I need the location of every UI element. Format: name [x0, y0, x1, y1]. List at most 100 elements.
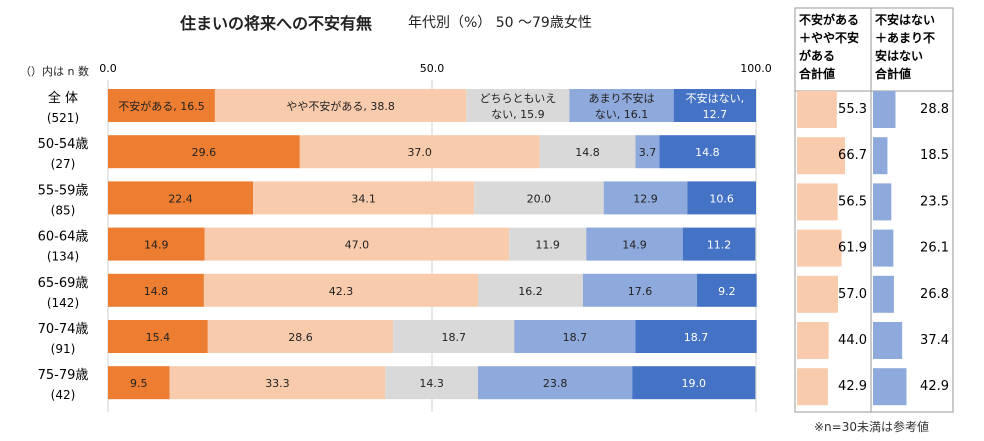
summary-value: 55.3	[838, 102, 867, 117]
bar-segment	[635, 320, 757, 353]
bar-segment	[108, 181, 254, 215]
data-label: 14.8	[144, 285, 169, 298]
data-label: 15.4	[146, 331, 171, 344]
data-label: 28.6	[288, 331, 313, 344]
category-n-label: (134)	[47, 250, 79, 264]
bar-segment	[385, 366, 479, 400]
bar-segment	[108, 135, 300, 169]
bar-segment	[514, 320, 636, 353]
summary-bar	[797, 275, 839, 313]
summary-header-text: 不安がある	[799, 12, 859, 27]
summary-value: 42.9	[920, 379, 949, 394]
bar-segment	[659, 135, 756, 169]
summary-bar	[797, 322, 829, 359]
footnote: ※n=30未満は参考値	[814, 420, 929, 434]
category-label: 70-74歳	[38, 322, 89, 337]
category-label: 60-64歳	[38, 230, 89, 245]
data-label: 14.9	[622, 239, 647, 252]
bar-segment	[203, 273, 479, 307]
bar-segment	[393, 320, 515, 353]
data-label: 22.4	[168, 192, 193, 205]
category-label: 55-59歳	[38, 183, 89, 198]
page-title: 住まいの将来への不安有無	[180, 14, 373, 33]
summary-header-text: ＋あまり不	[875, 31, 935, 45]
bar-segment	[586, 227, 683, 261]
data-label: 18.7	[441, 331, 466, 344]
category-n-label: (142)	[47, 296, 79, 310]
data-label: 19.0	[682, 377, 707, 390]
data-label: 18.7	[684, 331, 709, 344]
summary-bar	[797, 229, 842, 267]
data-label: 47.0	[345, 239, 370, 252]
summary-header-text: 不安はない	[875, 12, 935, 27]
summary-value: 18.5	[920, 148, 949, 163]
bar-segment	[108, 366, 170, 400]
summary-bar	[797, 368, 828, 406]
category-n-label: (521)	[47, 111, 79, 125]
x-tick-label: 100.0	[740, 62, 772, 75]
category-label: 75-79歳	[38, 368, 89, 383]
summary-bar	[797, 183, 838, 221]
summary-value: 28.8	[920, 102, 949, 117]
bar-segment	[108, 320, 208, 353]
summary-bar	[873, 229, 894, 267]
bar-segment	[214, 89, 467, 122]
data-label: 11.2	[707, 239, 732, 252]
data-label: 23.8	[543, 377, 568, 390]
summary-value: 61.9	[838, 241, 867, 256]
bar-segment	[108, 227, 205, 261]
bar-segment	[299, 135, 540, 169]
bar-segment	[687, 181, 756, 215]
summary-value: 44.0	[838, 333, 867, 348]
data-label: 42.3	[329, 285, 354, 298]
data-label: 14.8	[695, 146, 720, 159]
bar-segment	[108, 89, 215, 122]
x-tick-label: 0.0	[99, 62, 117, 75]
category-label: 65-69歳	[38, 276, 89, 291]
bar-segment	[697, 273, 757, 307]
data-label: 34.1	[351, 192, 376, 205]
bar-segment	[466, 89, 570, 122]
bar-segment	[682, 227, 756, 261]
summary-bar	[873, 137, 888, 175]
data-label: 不安はない,	[686, 91, 745, 105]
summary-bar	[873, 91, 896, 128]
data-label: 12.9	[633, 192, 658, 205]
summary-value: 26.8	[920, 287, 949, 302]
bar-segment	[474, 181, 604, 215]
row-header-label: （）内は n 数	[20, 65, 89, 78]
summary-header-text: 合計値	[875, 66, 911, 81]
summary-value: 23.5	[920, 194, 949, 209]
summary-bar	[873, 275, 894, 313]
summary-bar	[797, 91, 837, 128]
category-n-label: (42)	[51, 388, 76, 402]
data-label: 16.2	[518, 285, 543, 298]
category-label: 全 体	[48, 90, 78, 106]
data-label: 17.6	[628, 285, 653, 298]
bar-segment	[569, 89, 674, 122]
data-label: 9.2	[718, 285, 736, 298]
category-n-label: (27)	[51, 157, 76, 171]
summary-value: 37.4	[920, 333, 949, 348]
category-label: 50-54歳	[38, 137, 89, 152]
data-label: どちらともいえ	[479, 92, 556, 105]
data-label: 14.8	[575, 146, 600, 159]
bar-segment	[603, 181, 688, 215]
data-label: 3.7	[639, 146, 657, 159]
summary-value: 26.1	[920, 241, 949, 256]
data-label: 14.9	[144, 239, 169, 252]
category-n-label: (85)	[51, 203, 76, 217]
bar-segment	[539, 135, 636, 169]
x-tick-label: 50.0	[420, 62, 445, 75]
data-label: 33.3	[265, 377, 290, 390]
data-label: 14.3	[419, 377, 444, 390]
bar-segment	[253, 181, 475, 215]
summary-bar	[797, 137, 846, 175]
summary-bar	[873, 368, 907, 406]
summary-value: 66.7	[838, 148, 867, 163]
bar-segment	[632, 366, 756, 400]
data-label: 18.7	[563, 331, 588, 344]
bar-segment	[509, 227, 587, 261]
data-label: 29.6	[192, 146, 217, 159]
